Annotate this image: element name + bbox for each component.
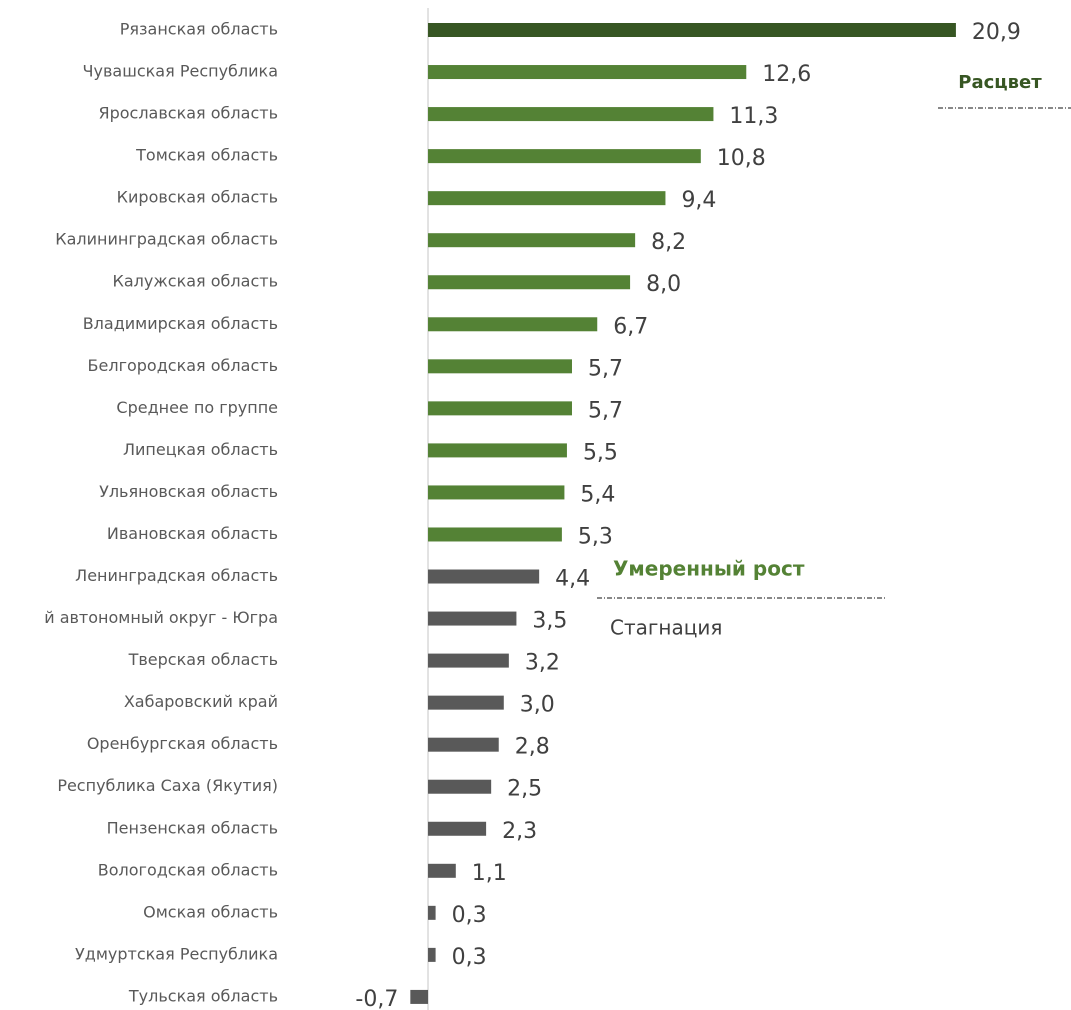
- category-label: Оренбургская область: [87, 734, 278, 753]
- value-label: 8,0: [646, 272, 681, 297]
- value-label: 2,5: [507, 777, 542, 802]
- value-label: 0,3: [452, 945, 487, 970]
- category-label: Белгородская область: [88, 356, 278, 375]
- value-label: 3,0: [520, 693, 555, 718]
- bar: [428, 737, 499, 752]
- category-label: Ивановская область: [107, 524, 278, 543]
- value-label: 12,6: [762, 62, 811, 87]
- bar: [428, 527, 562, 542]
- value-label: 2,8: [515, 735, 550, 760]
- category-label: Омская область: [143, 902, 278, 921]
- bar: [428, 107, 714, 122]
- bar: [428, 443, 567, 458]
- value-label: 6,7: [613, 314, 648, 339]
- value-label: 10,8: [717, 146, 766, 171]
- value-label: 9,4: [681, 188, 716, 213]
- category-label: Хабаровский край: [124, 692, 278, 711]
- category-label: Республика Саха (Якутия): [57, 776, 278, 795]
- bar: [428, 779, 492, 794]
- value-label: -0,7: [355, 987, 398, 1010]
- bar: [428, 401, 572, 416]
- category-label: Липецкая область: [123, 440, 278, 459]
- value-label: 8,2: [651, 230, 686, 255]
- bar: [428, 359, 572, 374]
- category-label: Кировская область: [117, 188, 278, 207]
- bar: [428, 485, 565, 500]
- bar: [428, 233, 636, 248]
- category-label: Чувашская Республика: [83, 62, 278, 81]
- bar: [428, 149, 701, 164]
- zone-label: Умеренный рост: [613, 557, 805, 581]
- bar: [428, 65, 747, 80]
- value-label: 3,2: [525, 651, 560, 676]
- value-label: 5,5: [583, 440, 618, 465]
- value-label: 5,7: [588, 398, 623, 423]
- value-label: 20,9: [972, 20, 1021, 45]
- bar: [428, 863, 456, 878]
- zone-label: Стагнация: [610, 616, 722, 640]
- bar: [428, 821, 487, 836]
- category-label: Тверская область: [128, 650, 278, 669]
- category-label: Рязанская область: [120, 20, 278, 39]
- value-label: 5,7: [588, 356, 623, 381]
- category-label: Пензенская область: [107, 818, 278, 837]
- category-label: Калининградская область: [55, 230, 278, 249]
- bar: [428, 317, 598, 332]
- bar: [428, 611, 517, 626]
- category-label: Тульская область: [128, 986, 278, 1005]
- bar: [410, 989, 429, 1004]
- bar: [428, 905, 436, 920]
- category-label: Владимирская область: [83, 314, 278, 333]
- zone-label: Расцвет: [958, 72, 1042, 93]
- category-label: Среднее по группе: [116, 398, 278, 417]
- category-label: Ярославская область: [98, 104, 278, 123]
- category-label: Ульяновская область: [99, 482, 278, 501]
- value-label: 5,3: [578, 524, 613, 549]
- bar: [428, 275, 631, 290]
- bar: [428, 569, 540, 584]
- category-label: Вологодская область: [98, 860, 278, 879]
- value-label: 0,3: [452, 903, 487, 928]
- value-label: 5,4: [580, 482, 615, 507]
- value-label: 3,5: [532, 609, 567, 634]
- category-label: Удмуртская Республика: [75, 944, 278, 963]
- category-label: й автономный округ - Югра: [44, 608, 278, 627]
- value-label: 2,3: [502, 819, 537, 844]
- value-label: 4,4: [555, 567, 590, 592]
- value-label: 11,3: [729, 104, 778, 129]
- bar: [428, 23, 956, 37]
- category-label: Томская область: [135, 146, 278, 165]
- bar: [428, 947, 436, 962]
- bar: [428, 695, 504, 710]
- bar: [428, 653, 509, 668]
- bar: [428, 191, 666, 206]
- value-label: 1,1: [472, 861, 507, 886]
- category-label: Ленинградская область: [75, 566, 278, 585]
- category-label: Калужская область: [113, 272, 278, 291]
